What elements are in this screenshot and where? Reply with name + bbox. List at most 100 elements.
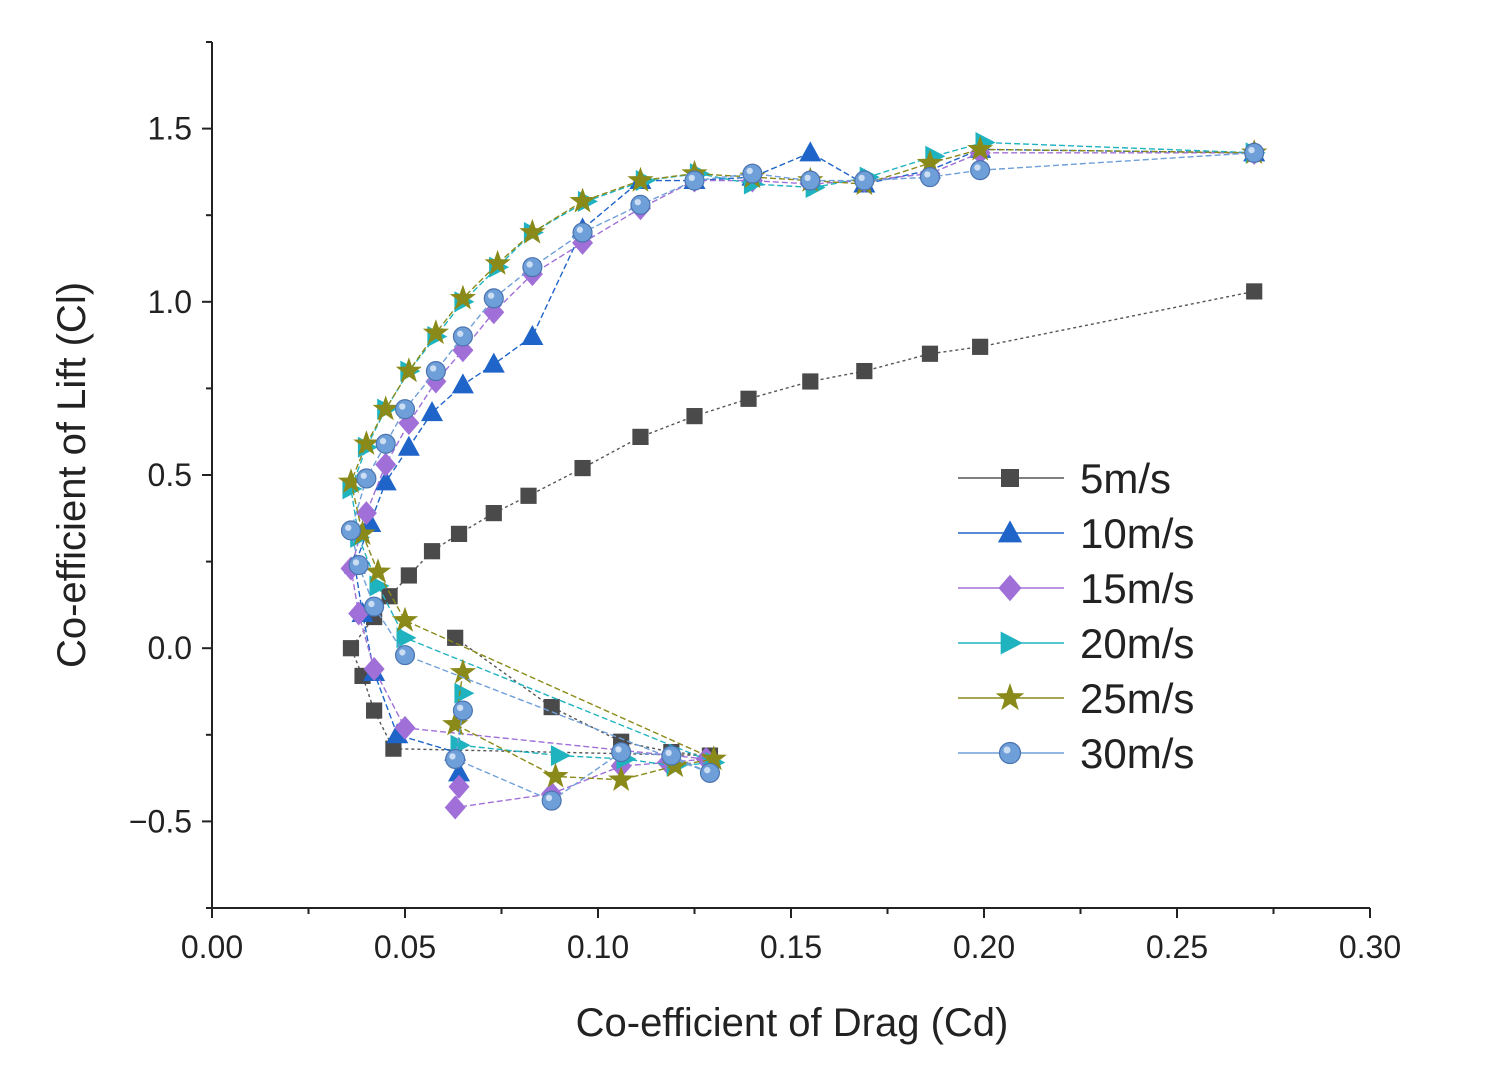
data-point [356,468,377,489]
data-point [799,141,822,162]
legend-marker [1001,469,1019,487]
data-point-highlight [352,559,360,566]
x-tick-label: 0.15 [760,929,822,965]
data-point [386,723,409,744]
data-point [740,390,757,407]
legend-marker-highlight [1003,746,1011,754]
data-point-highlight [545,794,553,802]
data-point [364,558,392,584]
y-tick-label: 1.0 [148,284,192,320]
data-point-highlight [487,292,495,299]
data-point [452,700,473,721]
x-tick-label: 0.05 [374,929,436,965]
data-point [394,645,416,666]
y-tick-label: 0.0 [148,630,192,666]
data-point-highlight [526,261,533,268]
data-point [542,762,569,788]
data-point [632,428,649,445]
data-point [364,596,385,617]
data-point [385,740,402,757]
data-point-highlight [399,649,406,656]
data-point [422,319,449,345]
legend-item: 15m/s [958,565,1194,612]
data-point [521,324,544,345]
data-point [569,187,596,213]
legend-label: 15m/s [1080,565,1194,612]
legend-marker [1000,631,1023,655]
data-point [686,408,703,425]
data-point-highlight [360,472,367,479]
data-point [369,575,390,597]
data-point [451,373,474,394]
data-point-highlight [688,174,695,182]
data-point [449,284,476,310]
data-point [572,222,593,243]
data-point-highlight [804,174,811,182]
data-point [444,795,466,820]
y-tick-label: 0.5 [148,457,192,493]
data-point [397,435,420,456]
data-point [421,401,444,422]
data-point-highlight [615,746,622,753]
data-point [611,742,632,763]
legend-marker [998,741,1022,765]
data-point [630,194,651,215]
legend-marker [995,683,1025,711]
data-point [483,288,504,309]
data-point [445,748,466,770]
data-point [800,170,821,191]
data-point [400,567,417,584]
data-point [340,520,362,541]
data-point [700,745,727,771]
data-point [661,745,682,766]
data-point-highlight [399,403,406,410]
data-point [348,555,369,576]
data-point-highlight [924,171,931,178]
data-point-highlight [858,174,865,182]
data-point-highlight [368,600,375,608]
data-point-highlight [457,704,464,712]
data-point [391,606,419,632]
legend-item: 10m/s [958,510,1194,557]
data-point [374,470,397,491]
data-point [627,166,654,192]
x-tick-label: 0.20 [953,929,1015,965]
series-line [354,148,1255,774]
data-point [449,658,476,684]
data-point-highlight [449,753,456,760]
x-tick-label: 0.00 [181,929,243,965]
x-tick-label: 0.25 [1146,929,1208,965]
legend-label: 20m/s [1080,620,1194,667]
data-point-highlight [345,524,352,531]
data-point [353,430,380,455]
data-point [366,702,383,719]
data-point [349,520,376,545]
legend-marker [997,520,1023,543]
data-point [454,682,475,704]
data-point [375,433,396,454]
x-axis-title: Co-efficient of Drag (Cd) [576,1001,1009,1045]
data-point [450,525,468,542]
legend-item: 25m/s [958,675,1194,722]
data-point [423,543,441,560]
data-point [684,170,705,191]
data-point [1244,142,1265,163]
data-point [699,762,720,783]
data-point [363,656,385,681]
data-point-highlight [430,365,437,372]
x-tick-label: 0.30 [1339,929,1401,965]
series-30m-per-s [340,142,1265,811]
data-point [448,774,470,799]
plot-area [337,131,1268,820]
data-point [372,395,399,421]
data-point [395,357,422,383]
legend-label: 25m/s [1080,675,1194,722]
data-point [452,326,473,347]
legend: 5m/s 10m/s 15m/s 20m/s 25m/s 30m/s [958,455,1194,777]
legend-label: 5m/s [1080,455,1171,502]
data-point [921,345,939,362]
data-point [484,249,511,275]
legend-item: 5m/s [958,455,1171,502]
data-point [972,338,989,355]
y-tick-label: −0.5 [129,803,192,839]
